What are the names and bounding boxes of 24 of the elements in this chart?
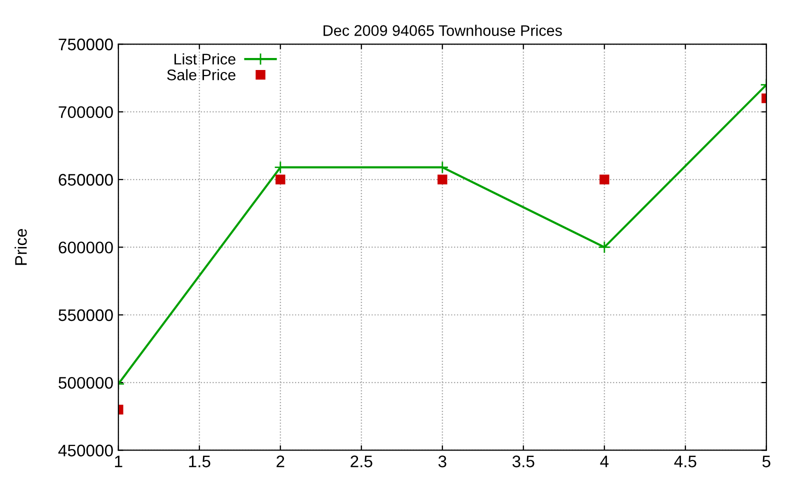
x-tick-label: 1 <box>115 456 122 468</box>
x-tick-label: 3 <box>438 456 446 468</box>
y-tick-label: 700000 <box>58 106 113 118</box>
y-tick-label: 550000 <box>58 309 113 322</box>
legend-label: List Price <box>174 53 236 65</box>
x-tick-label: 4 <box>600 456 609 468</box>
point <box>600 174 610 184</box>
point <box>438 174 448 184</box>
x-tick-label: 1.5 <box>189 456 210 468</box>
x-tick-label: 2 <box>276 456 284 468</box>
point <box>598 240 611 254</box>
x-tick-label: 3.5 <box>512 456 534 468</box>
y-tick-label: 500000 <box>58 376 113 389</box>
y-tick-label: 750000 <box>58 38 113 50</box>
legend-label: Sale Price <box>167 69 236 80</box>
y-tick-label: 600000 <box>58 242 113 254</box>
point <box>276 174 286 184</box>
y-tick-label: 450000 <box>58 444 113 456</box>
y-axis-title: Price <box>14 228 27 265</box>
x-tick-label: 4.5 <box>674 456 696 468</box>
y-tick-label: 650000 <box>58 174 113 186</box>
x-tick-label: 5 <box>762 456 770 468</box>
chart-title: Dec 2009 94065 Townhouse Prices <box>324 24 562 36</box>
x-tick-label: 2.5 <box>350 456 372 468</box>
